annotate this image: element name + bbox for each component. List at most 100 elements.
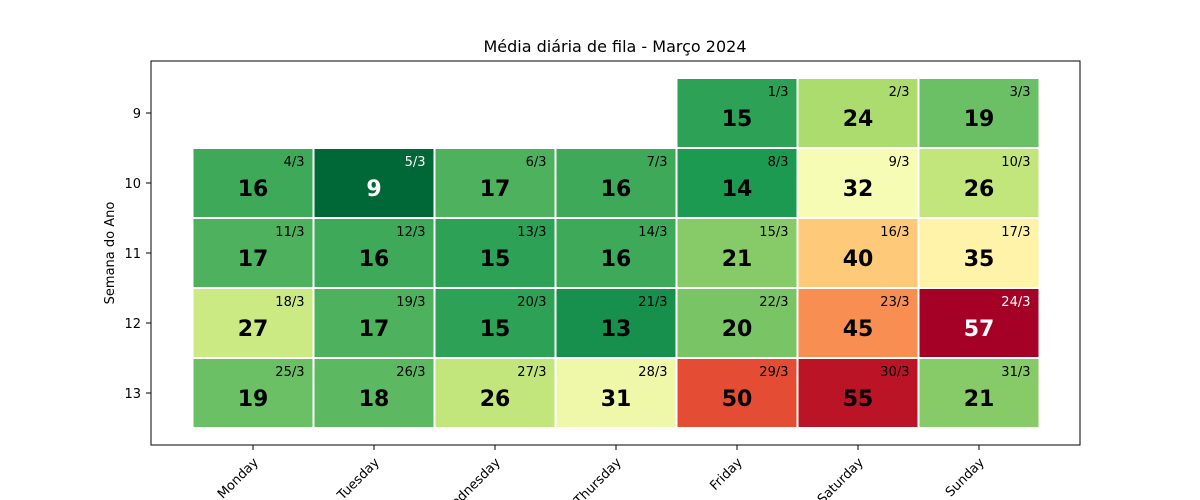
heatmap-cell: 16 12/3 — [312, 217, 436, 289]
heatmap-cell-rect — [917, 287, 1041, 359]
heatmap-cell-rect — [433, 147, 557, 219]
cell-value-label: 21 — [722, 247, 753, 272]
cell-date-label: 12/3 — [396, 225, 425, 240]
y-axis-ticks: 9 10 11 12 13 — [124, 107, 151, 402]
cell-date-label: 17/3 — [1001, 225, 1030, 240]
heatmap-cell: 15 20/3 — [433, 287, 557, 359]
heatmap-cell: 50 29/3 — [675, 357, 799, 429]
cell-date-label: 9/3 — [889, 155, 910, 170]
heatmap-cell-rect — [796, 287, 920, 359]
heatmap-cell: 18 26/3 — [312, 357, 436, 429]
cell-value-label: 26 — [964, 177, 995, 202]
cell-date-label: 6/3 — [526, 155, 547, 170]
cell-value-label: 21 — [964, 387, 995, 412]
heatmap-cell-rect — [796, 77, 920, 149]
heatmap-cell: 21 31/3 — [917, 357, 1041, 429]
cell-value-label: 24 — [843, 107, 874, 132]
cell-date-label: 1/3 — [768, 85, 789, 100]
heatmap-cell-rect — [675, 147, 799, 219]
cell-date-label: 21/3 — [638, 295, 667, 310]
heatmap-cell: 35 17/3 — [917, 217, 1041, 289]
heatmap-cell-rect — [554, 357, 678, 429]
heatmap-cell-rect — [433, 287, 557, 359]
heatmap-cell-rect — [191, 287, 315, 359]
heatmap-cell-rect — [312, 217, 436, 289]
cell-value-label: 18 — [359, 387, 390, 412]
cell-value-label: 16 — [238, 177, 269, 202]
cell-date-label: 4/3 — [284, 155, 305, 170]
heatmap-cell: 26 10/3 — [917, 147, 1041, 219]
heatmap-cell-rect — [554, 287, 678, 359]
heatmap-cell: 24 2/3 — [796, 77, 920, 149]
cell-value-label: 15 — [480, 317, 511, 342]
cell-date-label: 2/3 — [889, 85, 910, 100]
cell-date-label: 10/3 — [1001, 155, 1030, 170]
heatmap-cell: 17 11/3 — [191, 217, 315, 289]
cell-date-label: 26/3 — [396, 365, 425, 380]
cell-value-label: 17 — [480, 177, 511, 202]
heatmap-cell: 19 25/3 — [191, 357, 315, 429]
heatmap-cell: 13 21/3 — [554, 287, 678, 359]
chart-title: Média diária de fila - Março 2024 — [483, 37, 746, 56]
cell-value-label: 15 — [480, 247, 511, 272]
cell-value-label: 31 — [601, 387, 632, 412]
cell-value-label: 15 — [722, 107, 753, 132]
cell-date-label: 25/3 — [275, 365, 304, 380]
heatmap-cell-rect — [675, 77, 799, 149]
heatmap-cell: 55 30/3 — [796, 357, 920, 429]
cell-value-label: 35 — [964, 247, 995, 272]
cell-date-label: 15/3 — [759, 225, 788, 240]
heatmap-cell: 16 7/3 — [554, 147, 678, 219]
cell-date-label: 24/3 — [1001, 295, 1030, 310]
x-axis-ticks: Monday Tuesday Wednesday Thursday Friday Satu… — [215, 445, 988, 500]
heatmap-cell: 21 15/3 — [675, 217, 799, 289]
cell-value-label: 16 — [601, 177, 632, 202]
cell-date-label: 20/3 — [517, 295, 546, 310]
heatmap-cell: 9 5/3 — [312, 147, 436, 219]
cell-date-label: 28/3 — [638, 365, 667, 380]
heatmap-cell: 27 18/3 — [191, 287, 315, 359]
x-tick-label: Monday — [215, 455, 262, 500]
x-tick-label: Thursday — [571, 455, 625, 500]
heatmap-cell: 19 3/3 — [917, 77, 1041, 149]
heatmap-cell-rect — [312, 287, 436, 359]
cell-value-label: 55 — [843, 387, 874, 412]
cell-date-label: 18/3 — [275, 295, 304, 310]
cell-date-label: 5/3 — [405, 155, 426, 170]
cell-value-label: 32 — [843, 177, 874, 202]
heatmap-cell: 26 27/3 — [433, 357, 557, 429]
cell-value-label: 40 — [843, 247, 874, 272]
heatmap-cell-rect — [917, 357, 1041, 429]
heatmap-cell-rect — [433, 357, 557, 429]
cell-date-label: 29/3 — [759, 365, 788, 380]
cell-value-label: 19 — [238, 387, 269, 412]
heatmap-cell: 31 28/3 — [554, 357, 678, 429]
cell-value-label: 16 — [601, 247, 632, 272]
cell-value-label: 50 — [722, 387, 753, 412]
cell-value-label: 17 — [359, 317, 390, 342]
cell-date-label: 8/3 — [768, 155, 789, 170]
cell-value-label: 27 — [238, 317, 269, 342]
x-tick-label: Wednesday — [440, 455, 504, 500]
cell-date-label: 7/3 — [647, 155, 668, 170]
y-axis-label: Semana do Ano — [103, 202, 118, 305]
heatmap-cell: 17 6/3 — [433, 147, 557, 219]
cell-value-label: 20 — [722, 317, 753, 342]
cell-value-label: 14 — [722, 177, 753, 202]
heatmap-cell: 16 4/3 — [191, 147, 315, 219]
cell-date-label: 23/3 — [880, 295, 909, 310]
heatmap-cell-rect — [675, 287, 799, 359]
cell-value-label: 57 — [964, 317, 995, 342]
y-tick-label: 10 — [124, 177, 141, 192]
cell-value-label: 17 — [238, 247, 269, 272]
y-tick-label: 12 — [124, 317, 141, 332]
heatmap-cell-rect — [796, 217, 920, 289]
heatmap-cell: 15 1/3 — [675, 77, 799, 149]
cell-date-label: 3/3 — [1010, 85, 1031, 100]
x-tick-label: Tuesday — [334, 455, 383, 500]
cell-date-label: 16/3 — [880, 225, 909, 240]
heatmap-cell: 57 24/3 — [917, 287, 1041, 359]
cell-value-label: 45 — [843, 317, 874, 342]
cell-date-label: 27/3 — [517, 365, 546, 380]
